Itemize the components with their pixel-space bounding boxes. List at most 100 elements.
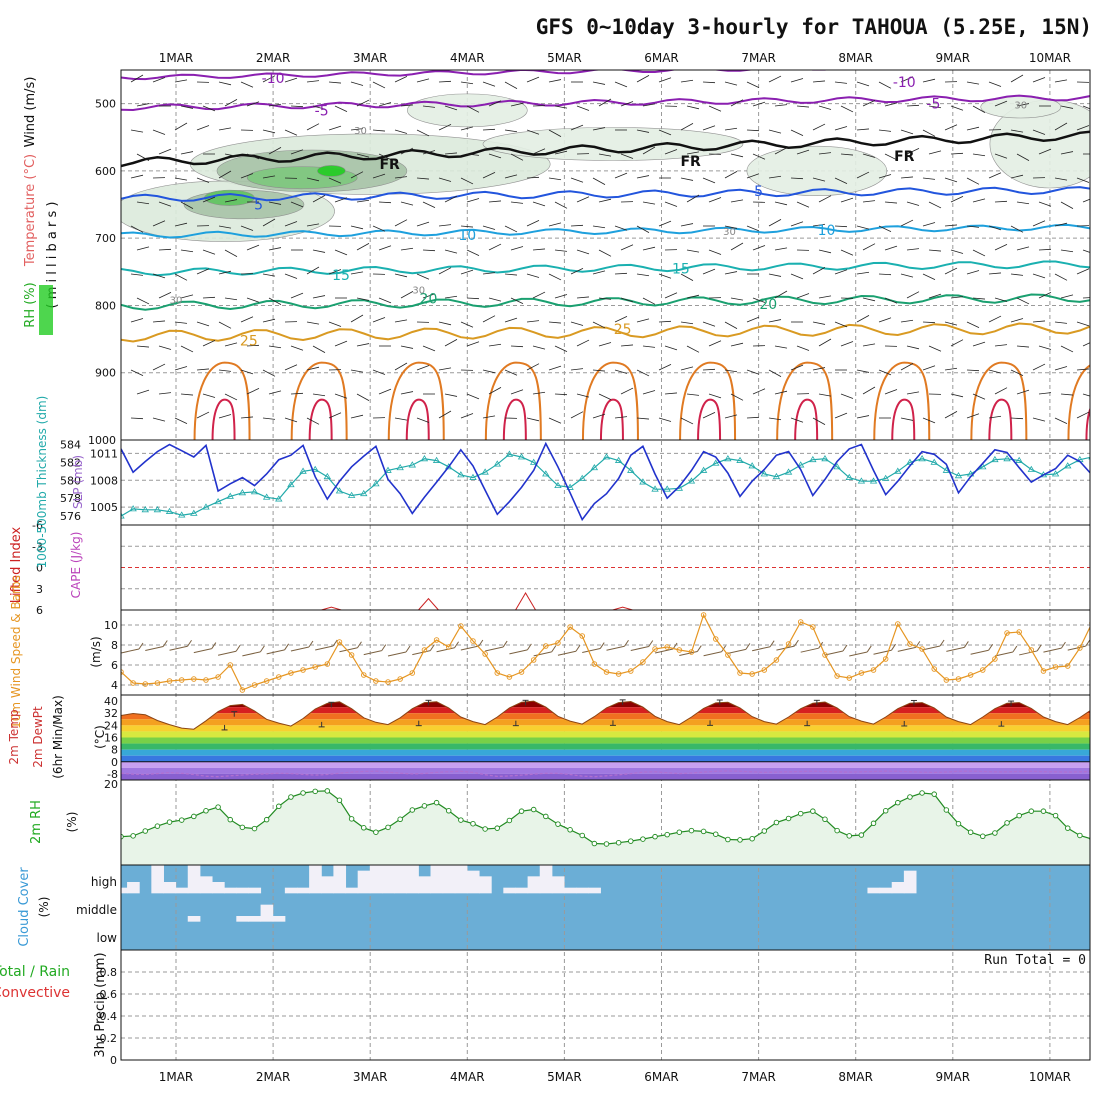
wind-barb xyxy=(900,176,914,179)
wind-barb-10m xyxy=(242,651,261,657)
wind-speed-point xyxy=(992,656,998,662)
wind-barb xyxy=(218,170,232,179)
wind-barb xyxy=(642,103,656,107)
wind-barb xyxy=(906,148,920,155)
rh-point xyxy=(470,820,476,827)
wind-barb xyxy=(290,392,304,395)
wind-barb xyxy=(592,369,606,372)
wind-barb xyxy=(840,153,854,156)
wind-speed-point xyxy=(458,623,464,629)
wind-barb xyxy=(680,177,694,181)
wind-barb xyxy=(312,345,326,353)
wind-barb xyxy=(240,173,254,179)
wind-barb xyxy=(466,153,480,156)
wind-barb xyxy=(130,74,144,83)
wind-speed-point xyxy=(1040,668,1047,674)
wind-barb xyxy=(328,412,342,419)
wind-speed-point xyxy=(300,667,306,673)
cloud-level-label: high xyxy=(91,875,117,889)
slp-tick: 1005 xyxy=(90,501,118,514)
upper-air-panel: -10 -10 -5 -5 FR FR FR 5 5 10 10 15 15 20 20 25 25 30 30 30… xyxy=(121,70,1090,440)
rh-point xyxy=(895,799,901,806)
wind-barb-10m xyxy=(1019,650,1038,656)
wind-barb xyxy=(592,225,606,229)
wind-barb-10m xyxy=(824,650,844,656)
wind-speed-point xyxy=(870,667,877,673)
rh-point xyxy=(203,808,209,814)
wind-barb xyxy=(136,103,150,107)
wind-barb xyxy=(856,271,870,275)
wind-barb xyxy=(972,198,986,203)
thickness-point xyxy=(141,506,149,513)
date-tick-bottom: 10MAR xyxy=(1029,1070,1071,1084)
isotherm-35-loop xyxy=(988,398,1013,440)
wind-barb xyxy=(818,338,832,347)
wind-barb xyxy=(350,369,364,373)
pressure-tick: 600 xyxy=(95,165,116,178)
wind-barb xyxy=(174,417,188,424)
wind-barb xyxy=(1038,345,1052,350)
thickness-point xyxy=(627,466,635,473)
thickness-point xyxy=(372,480,380,487)
panel-frame xyxy=(120,609,1091,696)
wind-barb xyxy=(174,79,188,83)
wind-barb xyxy=(966,225,980,228)
wind-barb xyxy=(796,149,810,155)
wind-barb xyxy=(570,124,584,131)
temp-tick: 0 xyxy=(111,756,118,769)
wind-barb xyxy=(620,387,634,395)
wind-barb xyxy=(812,123,826,131)
temp-color-fill xyxy=(121,701,1090,780)
rh-point xyxy=(300,790,306,796)
rh-point xyxy=(712,831,719,837)
wind-barb xyxy=(218,321,232,329)
wind-barb xyxy=(1032,363,1046,371)
wind-speed-point xyxy=(615,671,622,677)
wind-barb xyxy=(818,195,832,203)
wind-barb xyxy=(906,345,920,350)
wind-barb xyxy=(752,101,766,107)
wind-barb xyxy=(268,297,282,305)
wind-speed-point xyxy=(955,676,962,682)
isotherm-label: 25 xyxy=(614,322,632,338)
wind-barb xyxy=(570,177,584,183)
precip-tick: 0.8 xyxy=(100,966,118,979)
wind-barb xyxy=(840,105,854,113)
wind-barb xyxy=(312,295,326,299)
cloud-level-label: low xyxy=(97,931,118,945)
wind-barb xyxy=(416,78,430,83)
wind-speed-point xyxy=(130,680,136,686)
rh-point xyxy=(494,825,501,831)
wind-barb-10m xyxy=(315,645,334,651)
wind-barb xyxy=(774,147,788,155)
wind-barb xyxy=(664,392,678,395)
wind-barb xyxy=(702,368,716,371)
wind-barb xyxy=(686,294,700,299)
wind-barb xyxy=(1054,79,1068,83)
wind-barb xyxy=(438,224,452,227)
wind-barb xyxy=(1016,153,1030,161)
wind-barb xyxy=(416,221,430,227)
thickness-point xyxy=(724,455,732,462)
wind-barb xyxy=(202,296,216,299)
rh-point xyxy=(433,799,440,806)
wind-barb-10m xyxy=(921,645,941,651)
wind-barb xyxy=(240,316,254,323)
rh-point xyxy=(882,808,889,814)
wind-barb xyxy=(686,151,700,155)
wind-barb-flag xyxy=(284,643,290,651)
wind-barb xyxy=(724,225,738,229)
wind-barb xyxy=(174,366,188,371)
cloud-bar-middle xyxy=(236,916,249,922)
wind-speed-point xyxy=(1077,645,1083,651)
wind-barb xyxy=(724,369,738,373)
isotherm-35-loop xyxy=(1085,406,1090,440)
temp-band xyxy=(121,701,1090,708)
wind-speed-point xyxy=(239,687,246,693)
isotherm-label: 15 xyxy=(332,268,350,284)
wind-barb xyxy=(862,386,876,395)
wind-speed-point xyxy=(895,621,901,627)
lifted-index-tick: -3 xyxy=(32,540,43,553)
isotherm-35-loop xyxy=(697,398,722,440)
wind-barb xyxy=(774,247,788,251)
